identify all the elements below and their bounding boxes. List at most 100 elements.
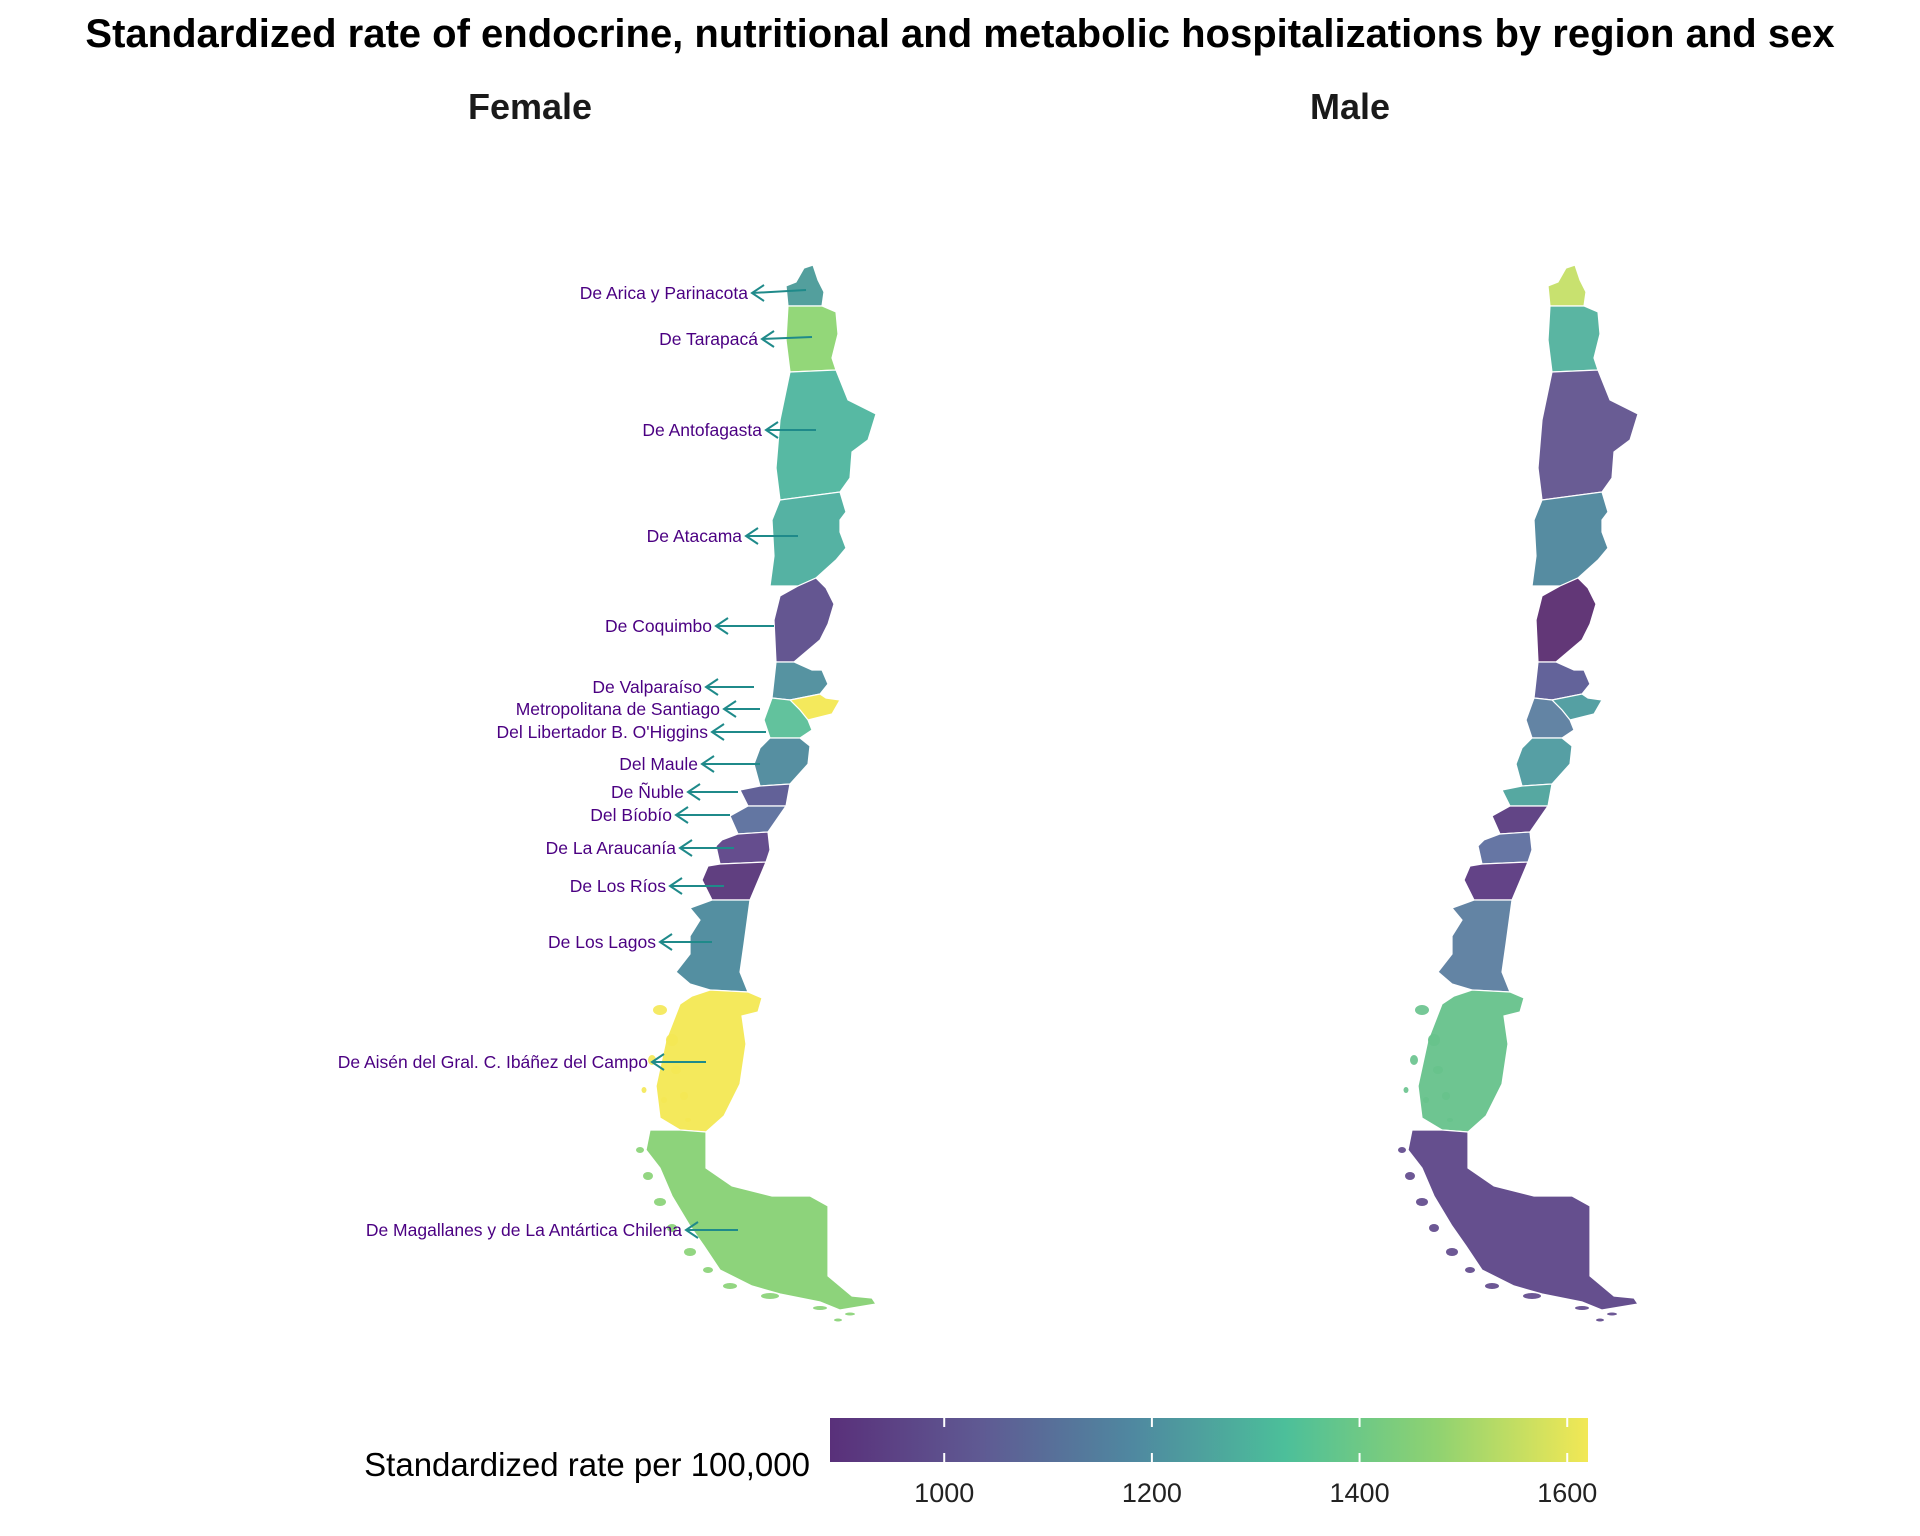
female-region-10: [739, 783, 791, 807]
region-labels: De Arica y Parinacota De Tarapacá De Antof…: [338, 283, 816, 1240]
female-region-14: [675, 899, 751, 993]
male-region-8: [1525, 697, 1575, 739]
male-region-15: [1417, 989, 1525, 1133]
region-label-13: De Los Ríos: [570, 876, 667, 896]
female-island-15-8: [685, 1118, 691, 1122]
female-island-15-2: [666, 1034, 678, 1046]
leader-arrowhead-4: [744, 527, 759, 545]
female-island-15-4: [680, 1092, 688, 1100]
male-island-16-1: [1398, 1147, 1406, 1153]
male-region-16: [1407, 1129, 1640, 1311]
male-island-16-4: [1429, 1224, 1439, 1232]
leader-arrowhead-12: [678, 839, 693, 857]
male-region-2: [1547, 305, 1601, 373]
region-label-4: De Atacama: [647, 526, 743, 546]
region-label-2: De Tarapacá: [659, 329, 758, 349]
male-island-15-8: [1447, 1118, 1453, 1122]
male-island-16-7: [1485, 1283, 1499, 1289]
male-region-4: [1531, 491, 1609, 587]
female-island-15-3: [671, 1066, 681, 1074]
male-island-15-7: [1403, 1087, 1409, 1093]
leader-arrowhead-13: [668, 877, 683, 895]
legend-tick-label-2: 1200: [1122, 1478, 1182, 1508]
region-label-1: De Arica y Parinacota: [580, 283, 749, 303]
male-island-15-2: [1428, 1034, 1440, 1046]
leader-arrowhead-3: [764, 421, 779, 439]
male-region-3: [1537, 369, 1639, 501]
male-island-16-11: [1596, 1318, 1604, 1322]
leader-arrowhead-2: [760, 330, 775, 348]
region-label-15: De Aisén del Gral. C. Ibáñez del Campo: [338, 1052, 648, 1072]
female-island-15-1: [653, 1005, 667, 1015]
facet-title-female: Female: [467, 86, 593, 127]
female-island-16-3: [654, 1198, 666, 1206]
female-island-16-11: [834, 1318, 842, 1322]
female-region-11: [729, 805, 788, 835]
region-label-14: De Los Lagos: [548, 932, 656, 952]
male-region-10: [1501, 783, 1553, 807]
female-island-16-8: [761, 1293, 779, 1299]
female-region-8: [763, 697, 813, 739]
leader-line-2: [761, 336, 813, 340]
male-region-14: [1437, 899, 1513, 993]
male-region-12: [1477, 831, 1533, 865]
region-label-3: De Antofagasta: [642, 420, 762, 440]
leader-arrowhead-7: [722, 700, 737, 718]
region-label-10: De Ñuble: [611, 781, 684, 802]
female-region-9: [753, 737, 811, 787]
facet-title-male: Male: [1309, 86, 1391, 127]
leader-arrowhead-8: [710, 723, 725, 741]
figure-title: Standardized rate of endocrine, nutritio…: [85, 12, 1835, 56]
leader-arrowhead-14: [658, 933, 673, 951]
male-island-16-8: [1523, 1293, 1541, 1299]
female-region-1: [785, 264, 825, 307]
region-label-6: De Valparaíso: [592, 677, 702, 697]
legend-colorbar: [830, 1418, 1588, 1462]
region-label-7: Metropolitana de Santiago: [516, 699, 720, 719]
leader-arrowhead-6: [704, 678, 719, 696]
leader-arrowhead-16: [684, 1221, 699, 1239]
leader-arrowhead-5: [714, 617, 729, 635]
region-label-11: Del Bíobío: [590, 805, 672, 825]
leader-arrowhead-10: [686, 783, 701, 801]
leader-arrowhead-11: [674, 806, 689, 824]
female-island-16-1: [636, 1147, 644, 1153]
male-region-1: [1547, 264, 1587, 307]
male-map-panel: [1398, 264, 1640, 1322]
male-island-16-2: [1405, 1172, 1415, 1180]
male-island-16-5: [1446, 1248, 1458, 1256]
female-island-15-5: [661, 1097, 667, 1103]
male-island-16-10: [1607, 1312, 1617, 1316]
female-island-16-10: [845, 1312, 855, 1316]
female-region-2: [785, 305, 839, 373]
male-island-15-1: [1415, 1005, 1429, 1015]
male-island-15-3: [1433, 1066, 1443, 1074]
male-island-16-3: [1416, 1198, 1428, 1206]
female-region-4: [769, 491, 847, 587]
male-region-9: [1515, 737, 1573, 787]
male-region-13: [1463, 861, 1529, 901]
legend-title: Standardized rate per 100,000: [364, 1446, 810, 1483]
female-island-16-4: [667, 1224, 677, 1232]
male-island-16-9: [1575, 1306, 1589, 1310]
legend-tick-label-3: 1400: [1330, 1478, 1390, 1508]
male-region-5: [1535, 577, 1597, 663]
female-island-16-6: [703, 1267, 713, 1273]
female-island-16-9: [813, 1306, 827, 1310]
leader-arrowhead-1: [750, 284, 765, 302]
female-region-3: [775, 369, 877, 501]
region-label-5: De Coquimbo: [605, 616, 712, 636]
female-island-15-7: [641, 1087, 647, 1093]
region-label-8: Del Libertador B. O'Higgins: [497, 722, 709, 742]
male-island-16-6: [1465, 1267, 1475, 1273]
legend-tick-label-1: 1000: [914, 1478, 974, 1508]
female-region-16: [645, 1129, 878, 1311]
region-label-12: De La Araucanía: [546, 838, 677, 858]
female-island-16-5: [684, 1248, 696, 1256]
color-legend: 1000 1200 1400 1600: [830, 1418, 1597, 1508]
female-region-13: [701, 861, 767, 901]
leader-arrowhead-15: [650, 1053, 665, 1071]
leader-arrowhead-9: [700, 755, 715, 773]
male-region-11: [1491, 805, 1550, 835]
